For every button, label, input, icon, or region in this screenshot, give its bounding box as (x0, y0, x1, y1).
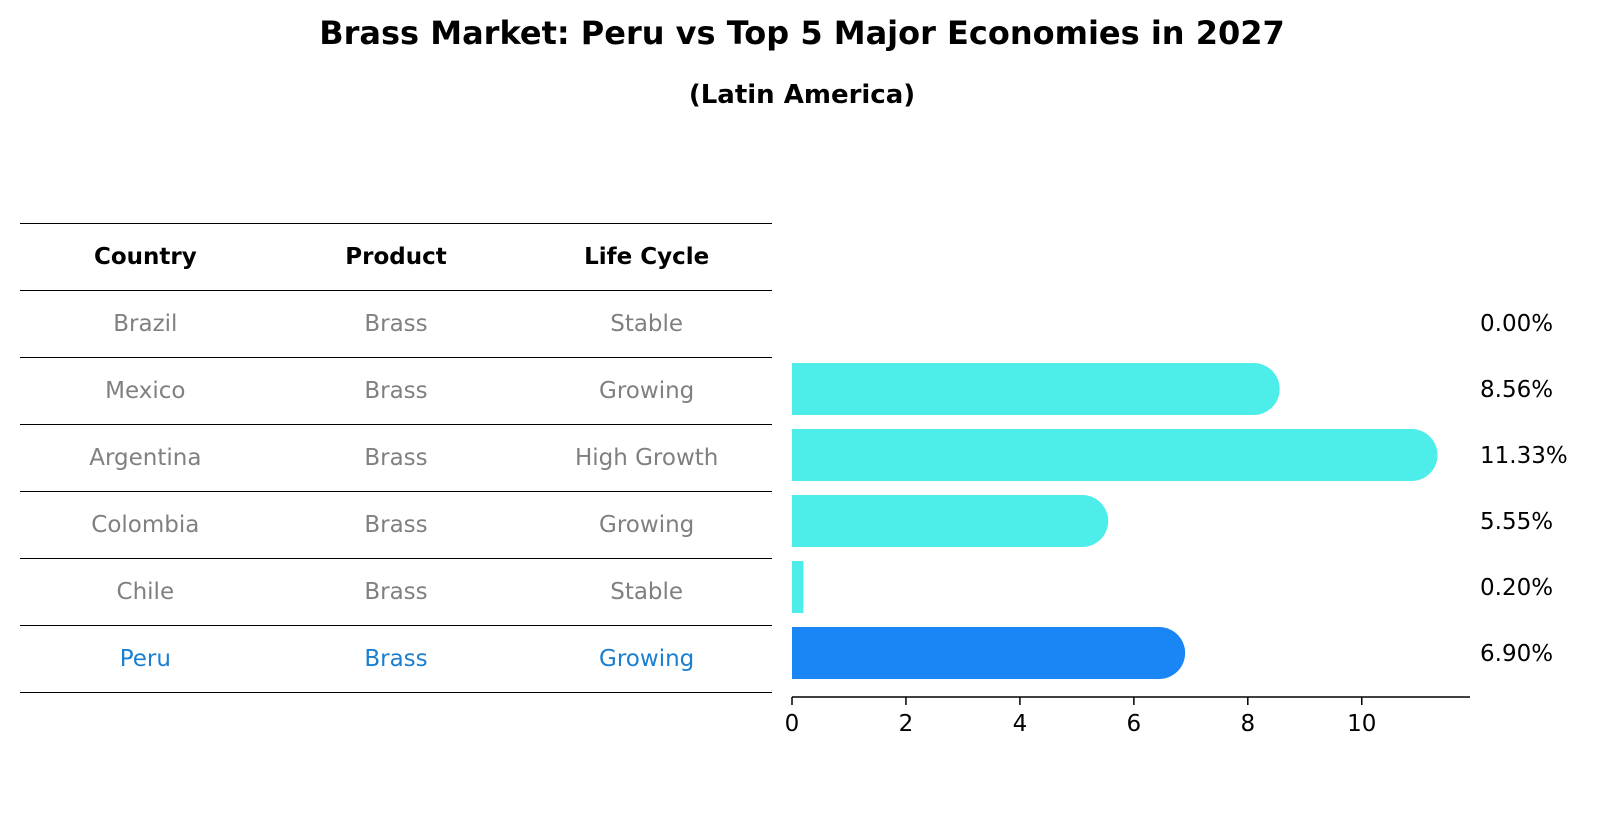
bar-argentina (792, 429, 1438, 481)
x-tick-label: 0 (785, 711, 800, 737)
value-label: 0.20% (1480, 575, 1553, 601)
bar-colombia (792, 495, 1109, 547)
cell-product: Brass (270, 357, 522, 425)
table-row: Argentina Brass High Growth (20, 424, 772, 492)
cell-product: Brass (270, 424, 522, 492)
cell-life-cycle: Stable (521, 558, 772, 626)
cell-country: Mexico (20, 357, 271, 425)
x-tick-label: 2 (899, 711, 914, 737)
cell-life-cycle: High Growth (521, 424, 772, 492)
value-label: 11.33% (1480, 443, 1568, 469)
header-life-cycle: Life Cycle (521, 223, 772, 291)
cell-life-cycle: Growing (521, 625, 772, 693)
value-label: 0.00% (1480, 311, 1553, 337)
cell-country: Peru (20, 625, 271, 693)
value-label: 6.90% (1480, 641, 1553, 667)
cell-life-cycle: Stable (521, 290, 772, 358)
cell-life-cycle: Growing (521, 491, 772, 559)
header-country: Country (20, 223, 271, 291)
bar-chile (792, 561, 804, 613)
chart-subtitle: (Latin America) (688, 80, 916, 110)
value-label: 8.56% (1480, 377, 1553, 403)
x-tick-label: 6 (1127, 711, 1142, 737)
x-tick-label: 10 (1347, 711, 1376, 737)
table-row: Mexico Brass Growing (20, 357, 772, 425)
table-row: Chile Brass Stable (20, 558, 772, 626)
table-header-row: Country Product Life Cycle (20, 223, 772, 291)
cell-life-cycle: Growing (521, 357, 772, 425)
cell-product: Brass (270, 558, 522, 626)
cell-country: Colombia (20, 491, 271, 559)
table-row: Brazil Brass Stable (20, 290, 772, 358)
table-row: Colombia Brass Growing (20, 491, 772, 559)
cell-country: Brazil (20, 290, 271, 358)
bar-mexico (792, 363, 1280, 415)
cell-country: Chile (20, 558, 271, 626)
bar-peru (792, 627, 1186, 679)
country-table: Country Product Life Cycle Brazil Brass … (20, 223, 772, 693)
cell-product: Brass (270, 290, 522, 358)
table-row-highlight: Peru Brass Growing (20, 625, 772, 693)
x-tick-label: 4 (1013, 711, 1028, 737)
cell-country: Argentina (20, 424, 271, 492)
cell-product: Brass (270, 625, 522, 693)
cell-product: Brass (270, 491, 522, 559)
chart-title: Brass Market: Peru vs Top 5 Major Econom… (319, 14, 1285, 52)
value-label: 5.55% (1480, 509, 1553, 535)
header-product: Product (270, 223, 522, 291)
x-tick-label: 8 (1240, 711, 1255, 737)
